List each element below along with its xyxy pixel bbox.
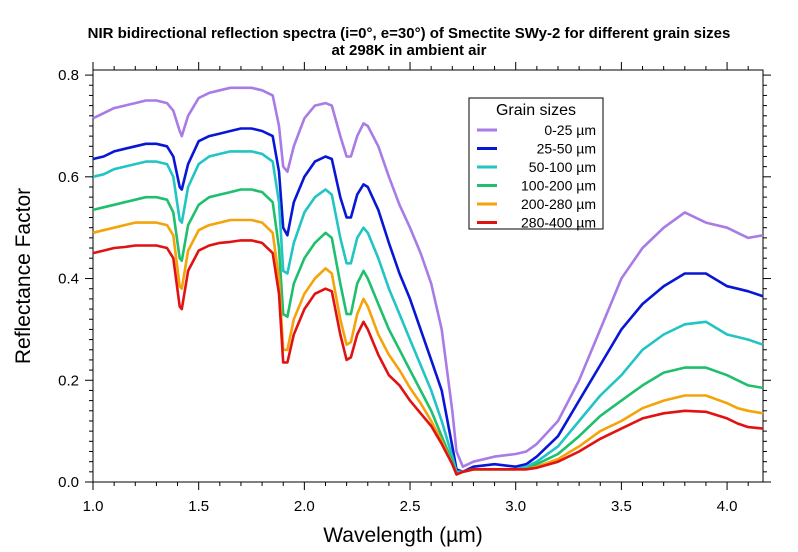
legend-label: 25-50 µm: [537, 141, 596, 157]
series-line-4: [92, 218, 764, 476]
legend: Grain sizes 0-25 µm 25-50 µm 50-100 µm 100-…: [468, 97, 604, 231]
series-line-5: [92, 239, 764, 476]
chart-title: NIR bidirectional reflection spectra (i=…: [88, 25, 731, 42]
x-tick-label: 1.0: [83, 498, 104, 515]
y-tick-label: 0.2: [58, 372, 79, 389]
legend-label: 0-25 µm: [544, 122, 596, 138]
legend-title: Grain sizes: [496, 102, 576, 119]
x-tick-label: 2.0: [294, 498, 315, 515]
chart-subtitle: at 298K in ambient air: [331, 42, 486, 59]
legend-label: 100-200 µm: [521, 178, 596, 194]
series-line-0: [92, 86, 764, 469]
series-lines: [92, 86, 764, 476]
legend-label: 50-100 µm: [529, 159, 596, 175]
series-line-2: [92, 150, 764, 474]
y-tick-label: 0.6: [58, 169, 79, 186]
y-tick-label: 0.0: [58, 474, 79, 491]
series-line-3: [92, 188, 764, 476]
x-tick-label: 2.5: [400, 498, 421, 515]
x-tick-label: 1.5: [188, 498, 209, 515]
plot-frame: [92, 69, 764, 483]
y-axis-label: Reflectance Factor: [12, 188, 35, 364]
x-tick-label: 3.5: [611, 498, 632, 515]
y-tick-label: 0.8: [58, 67, 79, 84]
series-line-1: [92, 127, 764, 474]
x-axis-label: Wavelength (µm): [323, 524, 483, 547]
x-tick-label: 4.0: [717, 498, 738, 515]
x-tick-label: 3.0: [505, 498, 526, 515]
axis-ticks: [85, 62, 771, 490]
legend-label: 280-400 µm: [521, 215, 596, 231]
legend-label: 200-280 µm: [521, 196, 596, 212]
legend-box: [468, 97, 604, 230]
y-tick-label: 0.4: [58, 271, 79, 288]
axis-tick-labels: 1.0 1.5 2.0 2.5 3.0 3.5 4.0 0.0 0.2 0.4 0.6 0.8: [58, 67, 737, 515]
